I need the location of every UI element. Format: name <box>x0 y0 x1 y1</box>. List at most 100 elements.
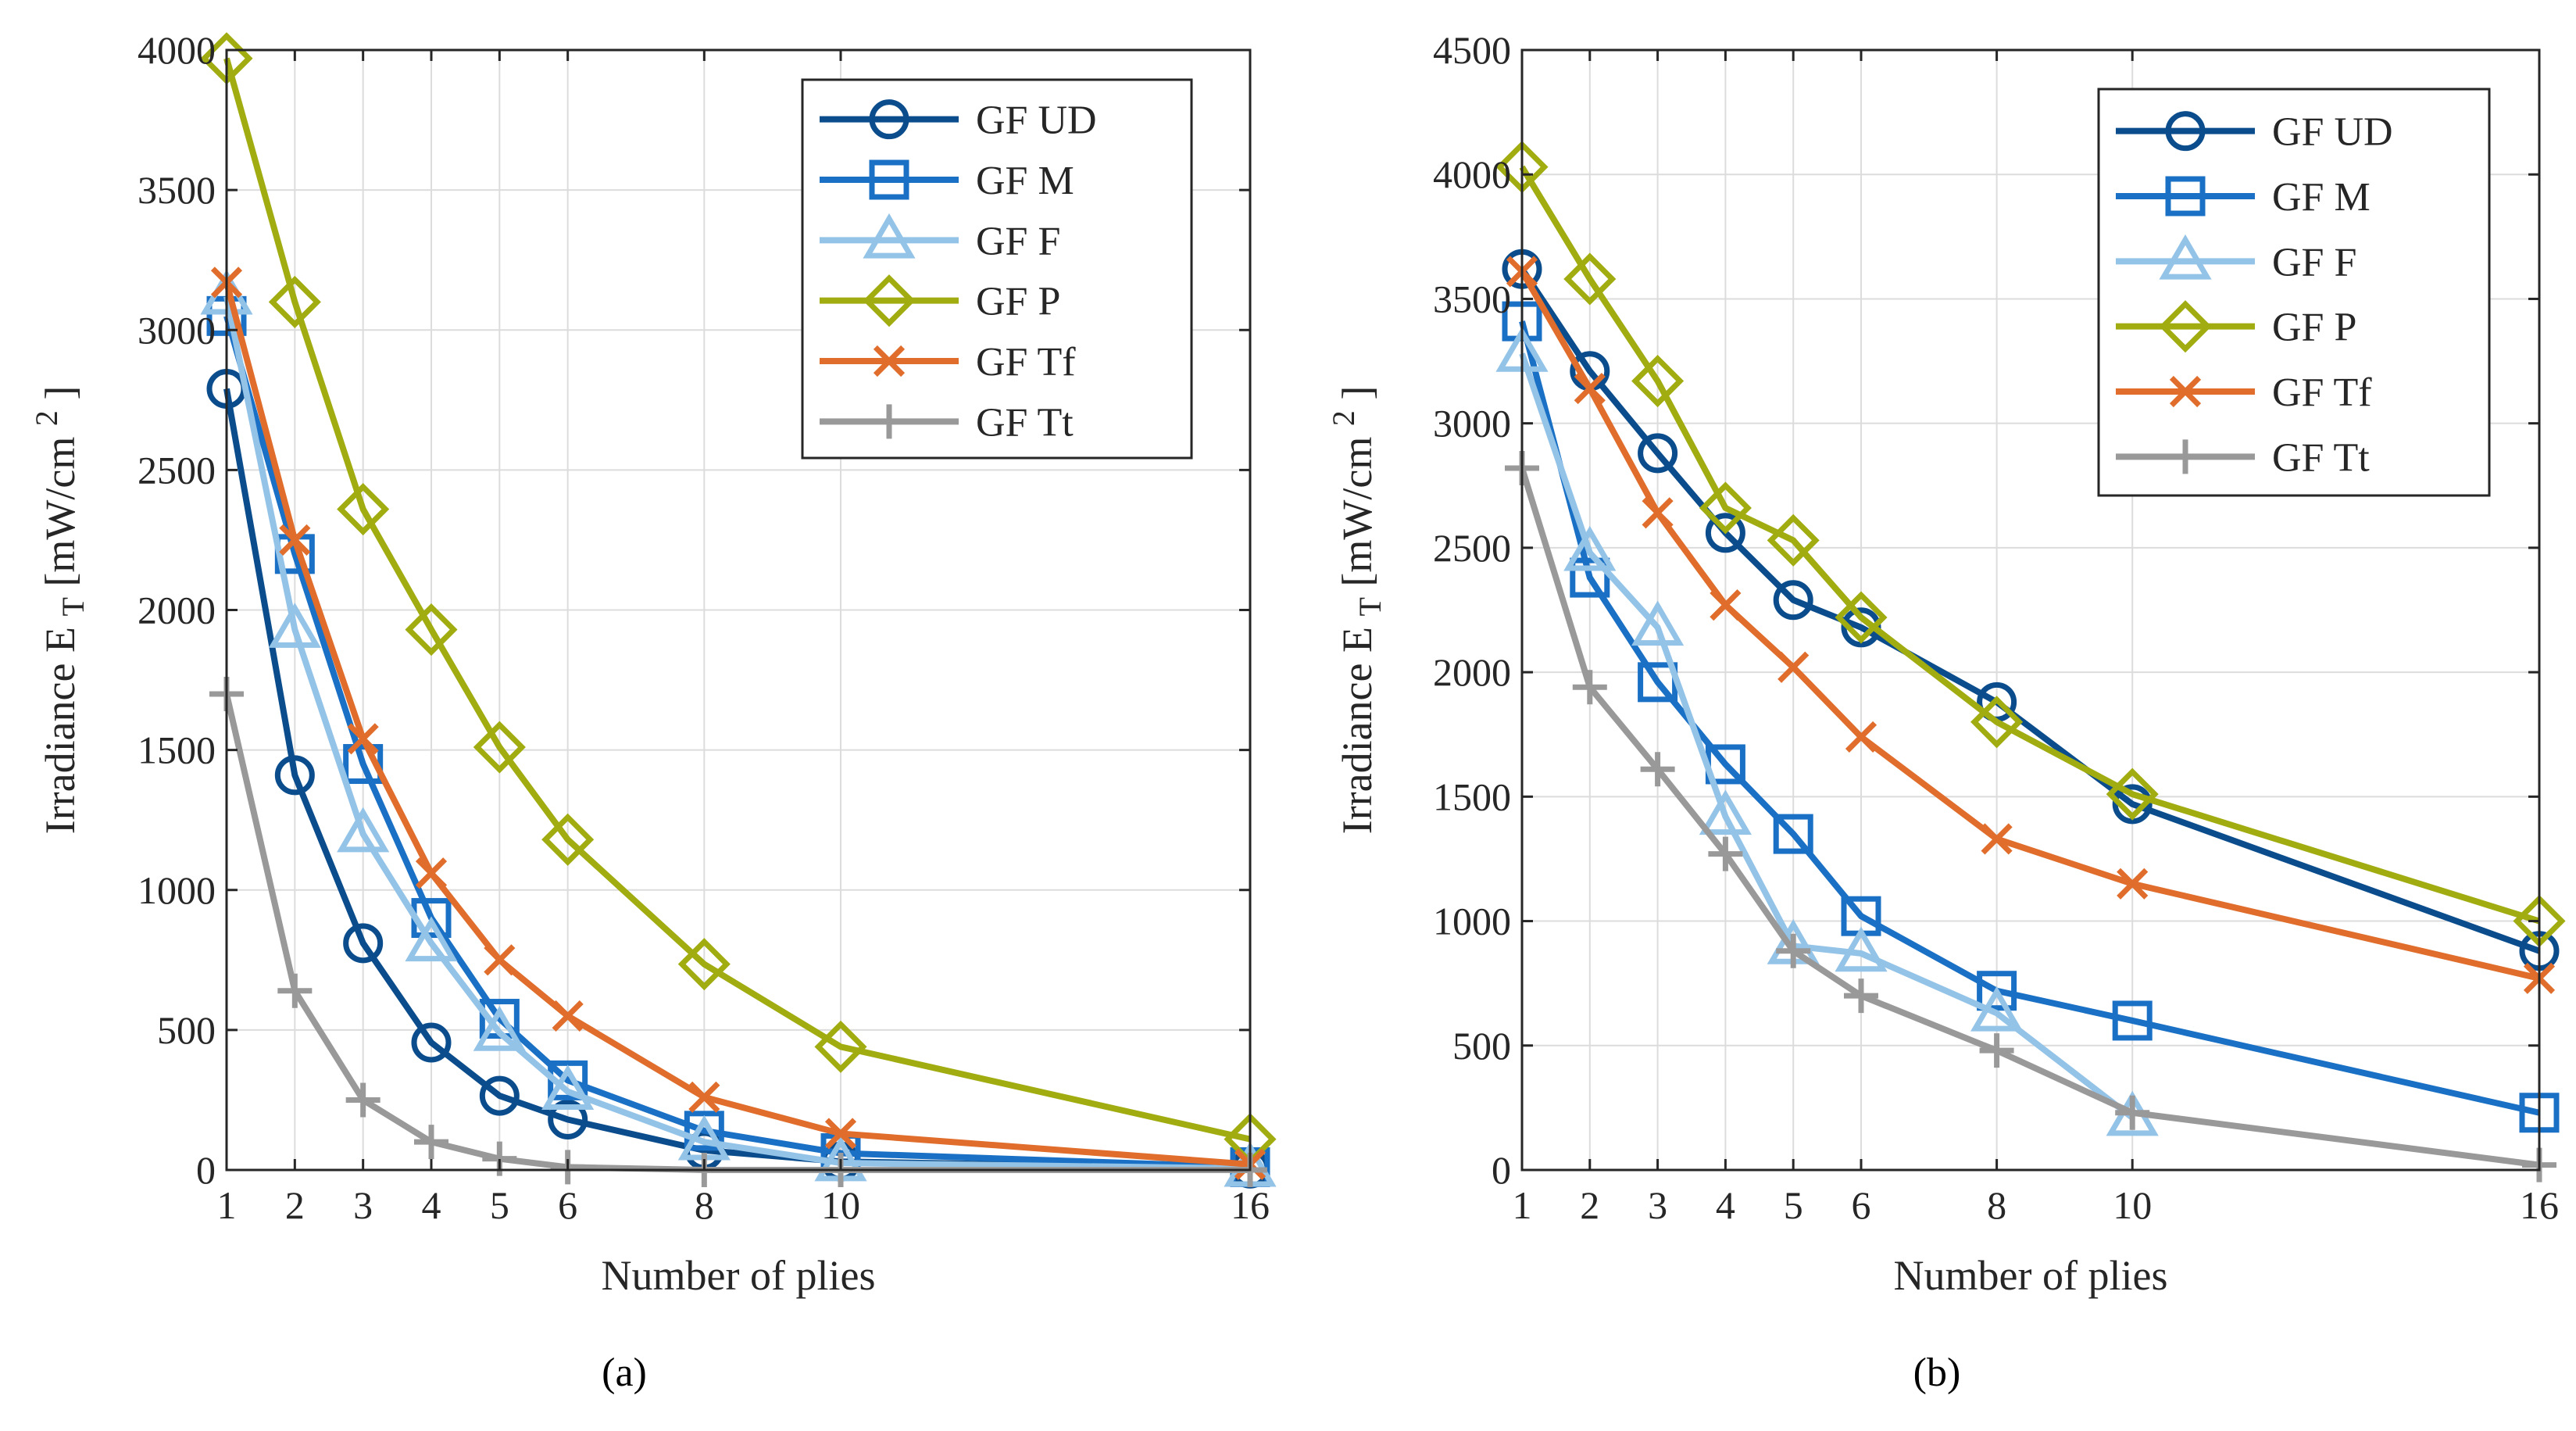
legend-label-b-gf-tt: GF Tt <box>2272 435 2370 480</box>
y-axis-label-b: Irradiance E T [mW/cm 2 ] <box>1326 386 1388 835</box>
chart-panel-b: 1 2 3 4 5 6 8 10 16 0 500 1000 1500 2000 2500 3000 3500 4… <box>1326 28 2566 1395</box>
y-axis-label-main-b: Irradiance E <box>1334 627 1381 834</box>
data-point-a-gf-ud-3 <box>411 1022 452 1063</box>
data-point-a-gf-p-6 <box>677 938 731 991</box>
legend-marker-a-gf-tf <box>873 345 906 377</box>
data-point-b-gf-tt-7 <box>2115 1095 2150 1130</box>
data-point-b-gf-f-3 <box>1699 789 1752 835</box>
y-tick-label-b-0: 0 <box>1492 1148 1511 1192</box>
data-point-b-gf-p-6 <box>1970 696 2024 749</box>
data-point-a-gf-ud-5 <box>548 1100 588 1140</box>
data-point-a-gf-tt-2 <box>345 1082 381 1118</box>
legend-label-b-gf-ud: GF UD <box>2272 110 2393 155</box>
data-point-b-gf-ud-4 <box>1773 580 1813 621</box>
data-point-b-gf-tf-6 <box>1981 823 2013 855</box>
y-axis-label-unit-a: [mW/cm <box>37 437 84 587</box>
legend-marker-b-gf-ud <box>2165 111 2206 152</box>
chart-panel-a: 1 2 3 4 5 6 8 10 16 0 500 1000 1500 2000 2500 3000 3500 4… <box>29 28 1277 1395</box>
data-point-a-gf-p-2 <box>337 482 390 536</box>
series-line-b-gf-m <box>1519 320 2540 1116</box>
data-point-b-gf-tf-4 <box>1777 651 1810 683</box>
data-point-b-gf-p-1 <box>1563 252 1617 306</box>
legend-marker-a-gf-m <box>869 159 909 200</box>
data-point-b-gf-p-3 <box>1699 481 1752 535</box>
data-point-a-gf-p-1 <box>268 275 321 328</box>
data-point-b-gf-tt-5 <box>1844 978 1878 1014</box>
data-point-b-gf-m-7 <box>2112 1000 2153 1041</box>
y-tick-label-a-7: 3500 <box>138 168 216 212</box>
data-point-a-gf-m-6 <box>684 1111 724 1151</box>
legend-label-a-gf-tf: GF Tf <box>976 340 1076 385</box>
x-tick-label-b-8: 16 <box>2520 1183 2559 1227</box>
y-tick-label-a-1: 500 <box>157 1008 216 1052</box>
y-axis-label-superscript-a: 2 <box>29 410 64 426</box>
legend-label-a-gf-f: GF F <box>976 219 1060 263</box>
y-tick-label-b-7: 3500 <box>1433 277 1511 320</box>
y-axis-label-superscript-b: 2 <box>1326 410 1361 426</box>
y-tick-label-a-3: 1500 <box>138 728 216 772</box>
series-layer-b <box>1495 141 2566 1182</box>
legend-marker-a-gf-tt <box>872 404 906 439</box>
x-tick-label-b-6: 8 <box>1987 1183 2006 1227</box>
data-point-b-gf-f-1 <box>1563 525 1617 571</box>
data-point-b-gf-tf-3 <box>1710 589 1742 621</box>
series-line-b-gf-f <box>1519 352 2135 1121</box>
x-axis-label-b: Number of plies <box>1894 1252 2168 1299</box>
data-point-b-gf-p-5 <box>1835 591 1888 644</box>
y-axis-label-main-a: Irradiance E <box>37 627 84 834</box>
axes-box-b <box>1520 48 2541 1172</box>
x-tick-label-b-1: 2 <box>1580 1183 1599 1227</box>
series-line-b-gf-p <box>1519 165 2541 925</box>
legend-label-a-gf-ud: GF UD <box>976 98 1097 143</box>
data-point-a-gf-f-5 <box>541 1064 595 1110</box>
x-tick-label-a-6: 8 <box>695 1183 714 1227</box>
data-point-b-gf-tf-7 <box>2117 868 2149 900</box>
data-point-a-gf-p-5 <box>541 813 595 866</box>
y-tick-label-a-2: 1000 <box>138 868 216 912</box>
data-point-b-gf-tt-6 <box>1979 1033 2014 1068</box>
legend-label-b-gf-p: GF P <box>2272 306 2356 350</box>
y-tick-label-b-3: 1500 <box>1433 775 1511 818</box>
y-axis-label-unit-b: [mW/cm <box>1334 437 1381 587</box>
series-line-a-gf-f <box>223 295 1251 1172</box>
data-point-a-gf-tf-7 <box>824 1118 857 1150</box>
y-tick-label-b-8: 4000 <box>1433 152 1511 196</box>
data-point-a-gf-tf-2 <box>347 723 379 755</box>
data-point-a-gf-f-2 <box>337 807 390 853</box>
y-tick-label-a-4: 2000 <box>138 588 216 632</box>
data-point-a-gf-f-1 <box>268 603 321 648</box>
data-point-b-gf-m-4 <box>1773 814 1813 854</box>
legend-marker-a-gf-ud <box>869 99 909 140</box>
x-tick-label-a-7: 10 <box>821 1183 860 1227</box>
y-tick-label-b-9: 4500 <box>1433 28 1511 72</box>
x-tick-label-a-4: 5 <box>490 1183 509 1227</box>
data-point-a-gf-ud-4 <box>479 1075 520 1116</box>
data-point-a-gf-p-4 <box>473 721 526 774</box>
y-axis-label-unit-end-a: ] <box>37 386 84 400</box>
y-tick-label-a-5: 2500 <box>138 448 216 492</box>
legend-marker-a-gf-f <box>863 213 916 259</box>
data-point-a-gf-tt-1 <box>277 973 313 1008</box>
legend-label-b-gf-tf: GF Tf <box>2272 370 2372 415</box>
y-tick-label-a-6: 3000 <box>138 308 216 352</box>
x-tick-label-b-7: 10 <box>2113 1183 2152 1227</box>
ticks-a: 1 2 3 4 5 6 8 10 16 0 500 1000 1500 2000 2500 3000 3500 4… <box>138 28 1270 1227</box>
data-point-b-gf-tf-1 <box>1574 373 1606 405</box>
legend-marker-b-gf-f <box>2159 234 2212 280</box>
y-tick-label-b-2: 1000 <box>1433 900 1511 943</box>
data-point-b-gf-tt-2 <box>1640 752 1675 787</box>
data-point-b-gf-f-6 <box>1970 986 2024 1032</box>
caption-b: (b) <box>1913 1351 1961 1395</box>
legend-label-b-gf-m: GF M <box>2272 175 2371 220</box>
data-point-a-gf-tt-3 <box>414 1125 448 1160</box>
data-point-b-gf-p-4 <box>1767 513 1820 567</box>
legend-marker-a-gf-p <box>863 274 916 327</box>
data-point-b-gf-tt-3 <box>1708 836 1743 871</box>
data-point-a-gf-f-3 <box>405 916 458 962</box>
data-point-a-gf-f-4 <box>473 1005 526 1051</box>
legend-label-b-gf-f: GF F <box>2272 240 2356 284</box>
legend-marker-b-gf-tf <box>2169 375 2202 408</box>
x-tick-label-b-0: 1 <box>1513 1183 1532 1227</box>
y-axis-label-a: Irradiance E T [mW/cm 2 ] <box>29 386 91 835</box>
